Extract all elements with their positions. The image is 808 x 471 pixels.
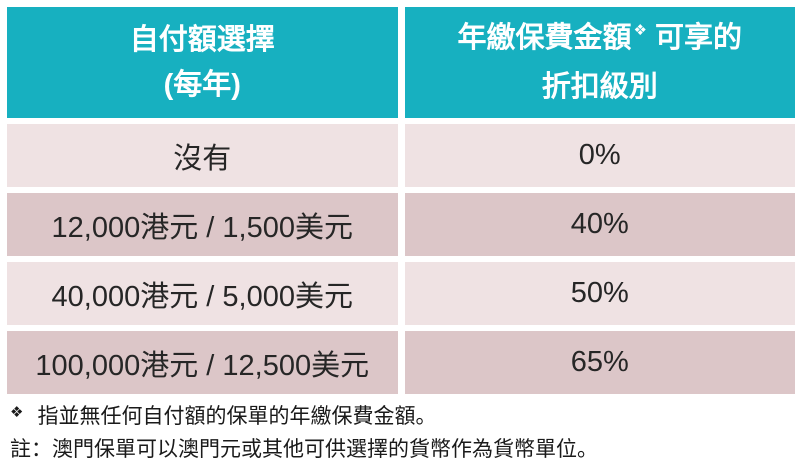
header-right-line1-rest: 可享的: [654, 21, 742, 54]
table-row-3-option: 40,000港元 / 5,000美元: [7, 262, 398, 325]
footnote-symbol-icon: ❖: [10, 404, 24, 421]
header-right-line1: 年繳保費金額 ❖ 可享的: [458, 16, 742, 65]
table-row-1-option: 沒有: [7, 124, 398, 187]
header-right-line1-main: 年繳保費金額: [457, 21, 632, 54]
table-row-2-option: 12,000港元 / 1,500美元: [7, 193, 398, 256]
table-row-2-discount: 40%: [404, 193, 795, 256]
footnote-2-text: 註：澳門保單可以澳門元或其他可供選擇的貨幣作為貨幣單位。: [10, 438, 598, 461]
table-row-4-discount: 65%: [404, 331, 795, 394]
header-right-line2: 折扣級別: [541, 70, 658, 103]
header-cell-deductible-option: 自付額選擇 (每年): [7, 7, 398, 118]
header-left-line1: 自付額選擇: [129, 23, 275, 56]
table-row-4-option: 100,000港元 / 12,500美元: [7, 331, 398, 394]
discount-value: 65%: [570, 346, 629, 378]
table-row-1-discount: 0%: [404, 124, 795, 187]
option-value: 12,000港元 / 1,500美元: [51, 211, 353, 244]
footnote-reference-icon: ❖: [633, 21, 647, 39]
footnote-1-text: 指並無任何自付額的保單的年繳保費金額。: [37, 405, 437, 428]
discount-value: 0%: [578, 139, 621, 171]
header-left-line2: (每年): [163, 68, 241, 101]
footnote-1: ❖ 指並無任何自付額的保單的年繳保費金額。: [10, 396, 800, 433]
discount-value: 50%: [570, 277, 629, 309]
footnote-2: 註：澳門保單可以澳門元或其他可供選擇的貨幣作為貨幣單位。: [10, 433, 800, 466]
option-value: 沒有: [173, 142, 232, 175]
table-row-3-discount: 50%: [404, 262, 795, 325]
option-value: 100,000港元 / 12,500美元: [35, 349, 370, 382]
discount-value: 40%: [570, 208, 629, 240]
header-cell-discount-level: 年繳保費金額 ❖ 可享的 折扣級別: [404, 7, 795, 118]
deductible-discount-table: 自付額選擇 (每年) 年繳保費金額 ❖ 可享的 折扣級別 沒有 0% 12,000港…: [7, 7, 795, 394]
option-value: 40,000港元 / 5,000美元: [51, 280, 353, 313]
footnotes: ❖ 指並無任何自付額的保單的年繳保費金額。 註：澳門保單可以澳門元或其他可供選擇的…: [10, 396, 800, 466]
